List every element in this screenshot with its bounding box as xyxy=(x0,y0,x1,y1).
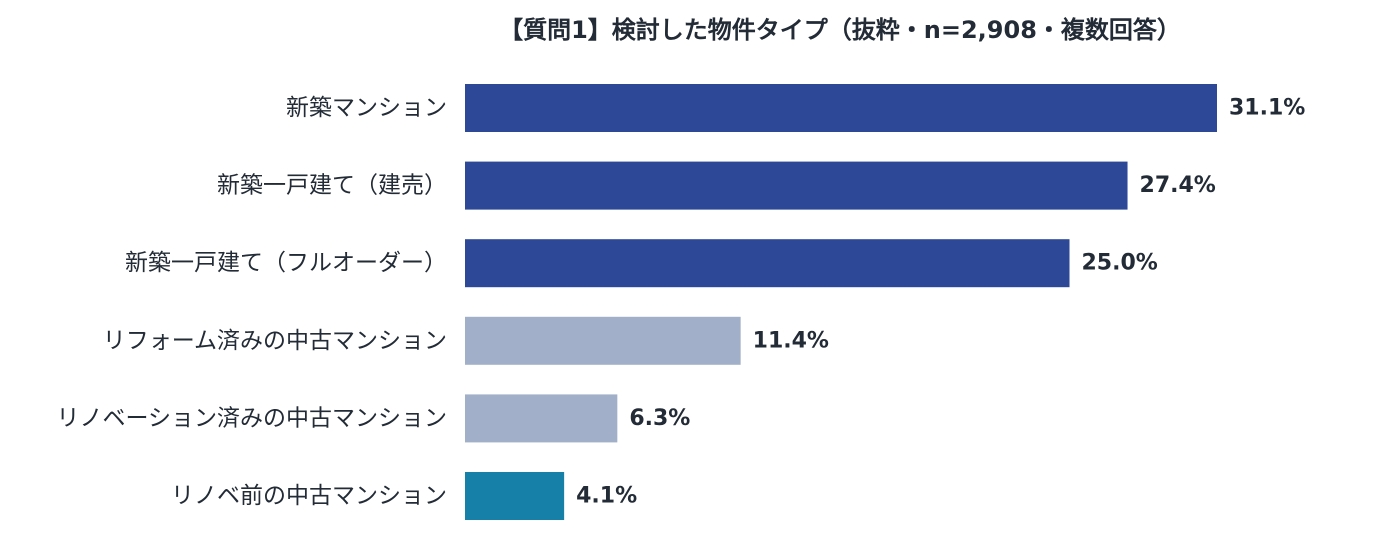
category-label: 新築一戸建て（フルオーダー） xyxy=(125,250,447,276)
value-label: 6.3% xyxy=(629,406,690,431)
value-label: 25.0% xyxy=(1082,251,1158,276)
category-label: 新築一戸建て（建売） xyxy=(217,173,447,199)
value-label: 31.1% xyxy=(1229,96,1305,121)
bar xyxy=(465,161,1128,210)
category-label: リフォーム済みの中古マンション xyxy=(103,328,447,354)
value-label: 27.4% xyxy=(1140,173,1216,198)
value-labels: 31.1% 27.4% 25.0% 11.4% 6.3% 4.1% xyxy=(576,96,1305,509)
value-label: 11.4% xyxy=(753,328,829,353)
bar xyxy=(465,394,618,443)
value-label: 4.1% xyxy=(576,484,637,509)
bar xyxy=(465,239,1070,288)
category-label: 新築マンション xyxy=(286,95,447,121)
category-label: リノベーション済みの中古マンション xyxy=(56,405,447,431)
bar xyxy=(465,84,1217,132)
bar xyxy=(465,316,741,365)
bars xyxy=(465,84,1217,520)
bar xyxy=(465,472,565,520)
chart-title: 【質問1】検討した物件タイプ（抜粋・n=2,908・複数回答） xyxy=(499,16,1181,44)
category-label: リノベ前の中古マンション xyxy=(171,483,447,509)
